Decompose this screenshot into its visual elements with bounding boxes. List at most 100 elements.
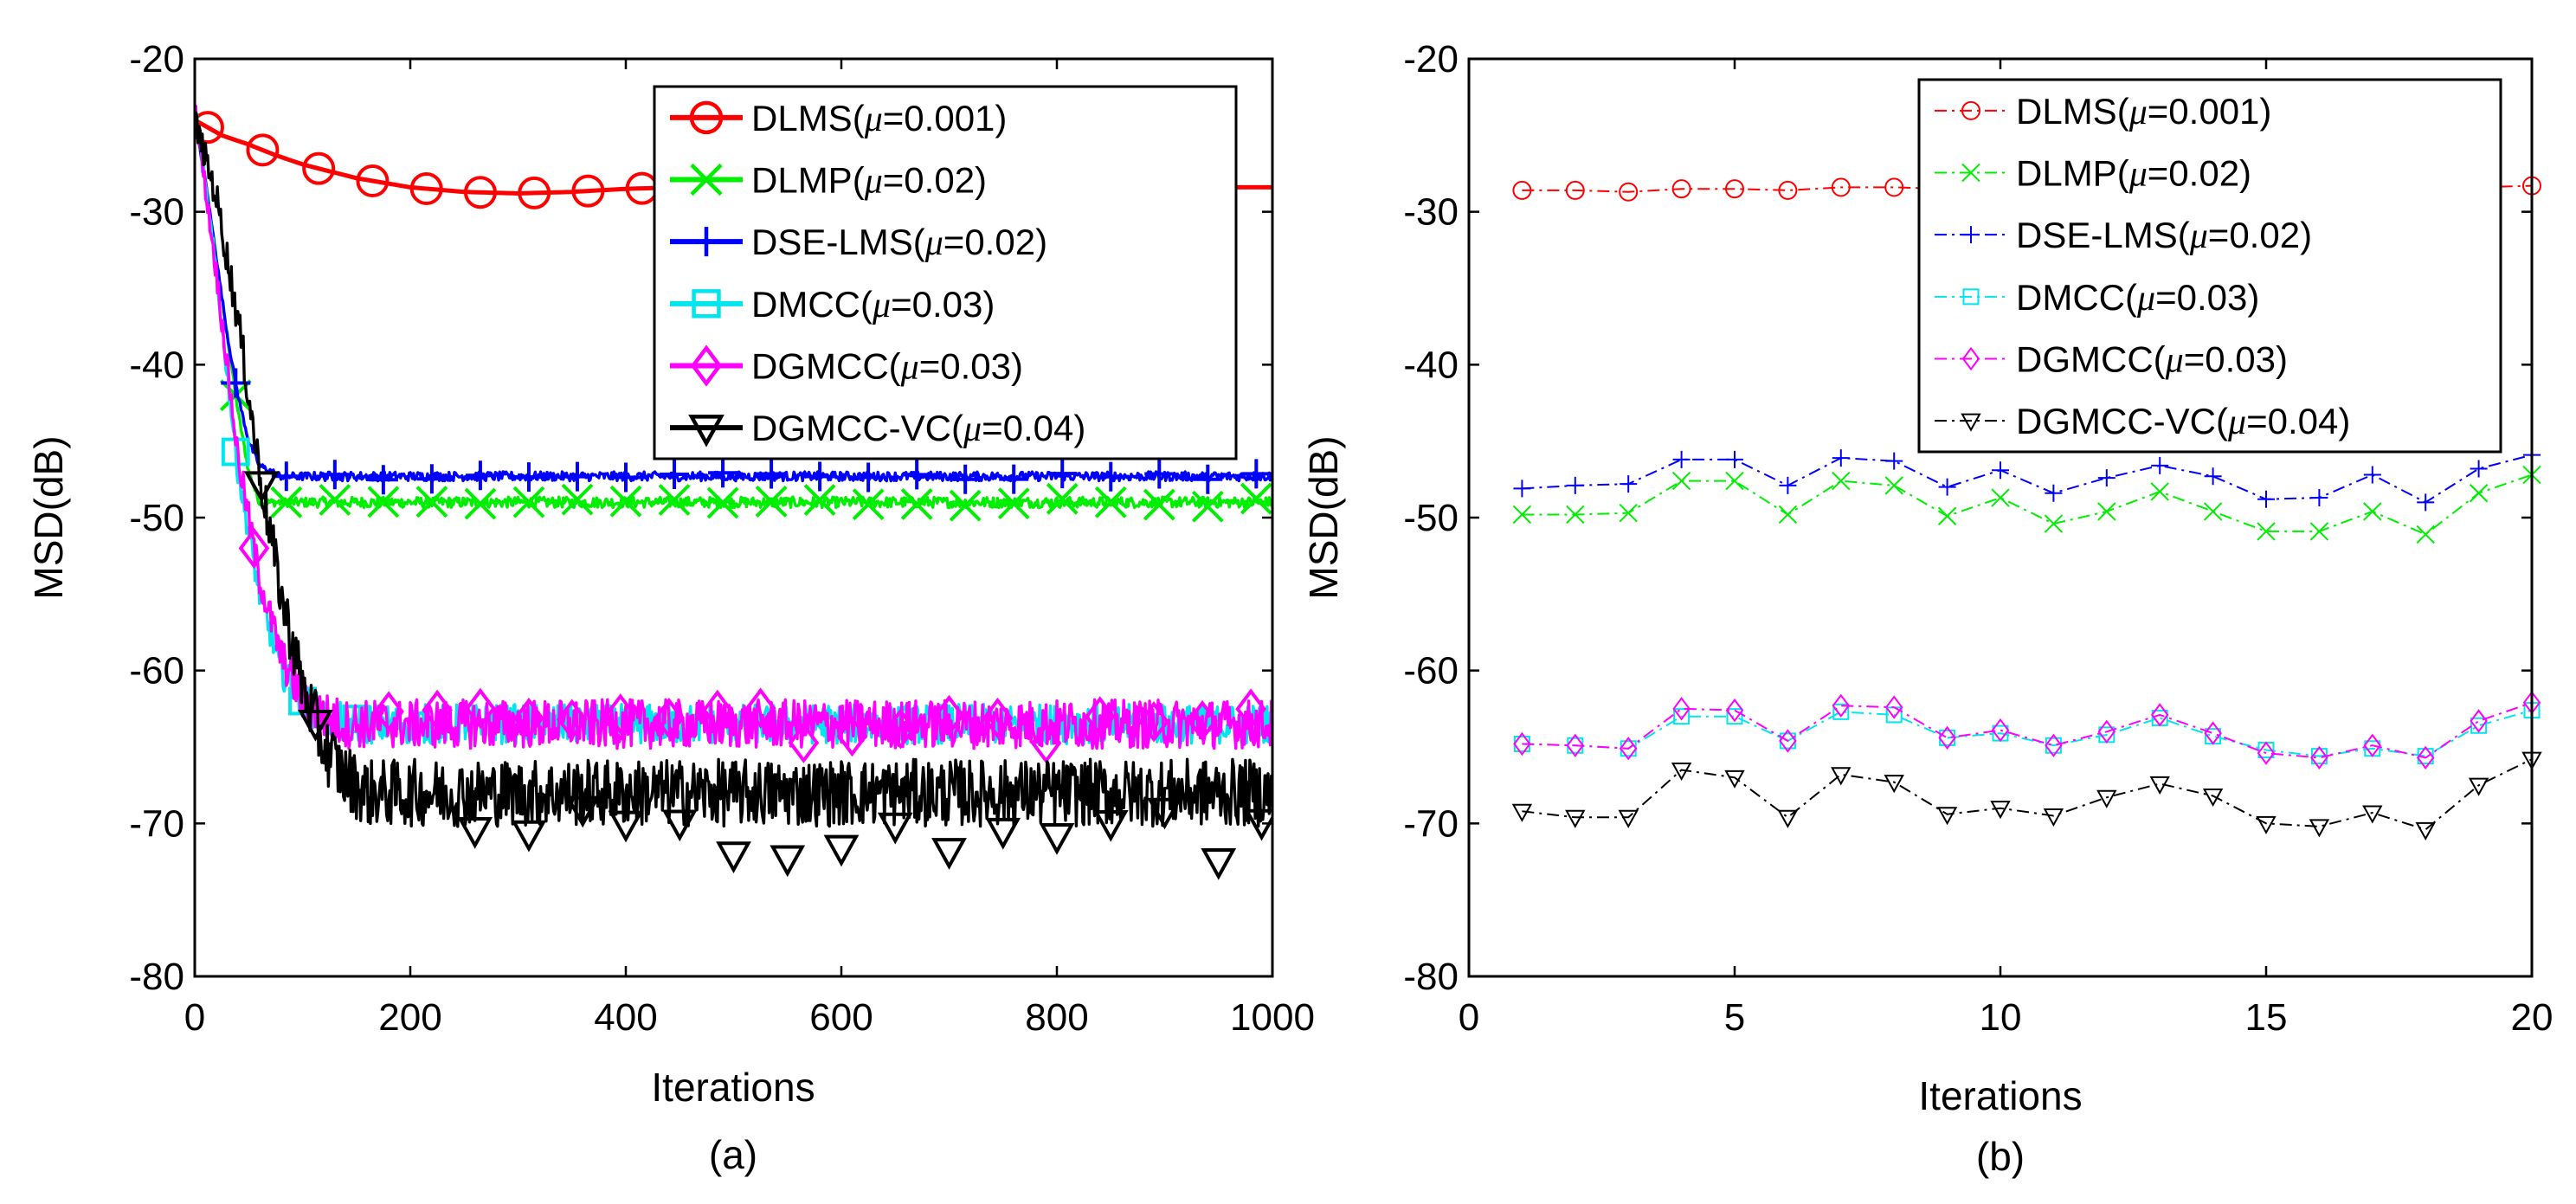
legend-marker-dse-lms [1962, 226, 1980, 244]
legend-label-mu: μ [2227, 402, 2246, 442]
series-b-marker-dse-lms [1566, 476, 1584, 494]
series-b-marker-dse-lms [1779, 476, 1797, 494]
legend-marker-dmcc [1962, 288, 1980, 306]
legend-label-mu: μ [864, 162, 883, 202]
legend-label-dgmcc-vc: DGMCC-VC(μ=0.04) [2016, 401, 2350, 442]
legend-label-mu: μ [900, 348, 919, 388]
series-a-marker-dgmcc-vc [661, 809, 698, 842]
series-a-marker-dlms [409, 171, 443, 205]
series-a-marker-dlmp [415, 486, 448, 518]
series-b-marker-dgmcc [2363, 733, 2382, 757]
series-b-marker-dgmcc [2416, 745, 2435, 770]
series-b-line-dmcc [1522, 709, 2533, 757]
series-a-marker-dgmcc [885, 708, 917, 750]
series-b-marker-dse-lms [2257, 490, 2275, 508]
series-b-marker-dse-lms [1726, 450, 1743, 468]
series-b-marker-dlmp [2203, 502, 2223, 521]
series-a-marker-dlmp [512, 486, 545, 518]
series-a-marker-dse-lms [611, 462, 641, 493]
series-a-marker-dgmcc-vc [716, 841, 751, 873]
series-a-marker-dlms [571, 174, 605, 208]
series-a-marker-dgmcc-vc [770, 845, 806, 878]
series-b-marker-dgmcc [1832, 693, 1851, 718]
legend-label-mu: μ [2189, 216, 2208, 256]
series-b-dlmp [1512, 465, 2541, 544]
series-a-line-dse-lms [195, 120, 1272, 483]
series-b-marker-dgmcc [2257, 741, 2276, 765]
series-a-marker-dgmcc-vc [877, 812, 913, 845]
series-b-marker-dlmp [2097, 502, 2116, 521]
legend-label-dse-lms: DSE-LMS(μ=0.02) [2016, 215, 2312, 256]
legend-label-mu: μ [2128, 155, 2148, 195]
series-b-marker-dmcc [1673, 708, 1690, 725]
panel-a-y-tick-label: -20 [129, 38, 184, 80]
series-b-marker-dse-lms [1938, 478, 1956, 496]
series-a-marker-dlms [195, 111, 224, 145]
panel-b-y-axis-label: MSD(dB) [1301, 435, 1346, 599]
legend-label-value: =0.02) [943, 222, 1047, 262]
series-b-line-dlmp [1522, 473, 2533, 536]
series-a-marker-dgmcc [982, 697, 1014, 739]
panel-a-x-tick-label: 0 [184, 996, 205, 1039]
legend-marker-dgmcc-vc [1961, 413, 1981, 432]
panel-a-x-tick-label: 400 [594, 996, 657, 1039]
legend-label-dlmp: DLMP(μ=0.02) [2016, 153, 2251, 195]
series-a-marker-dse-lms [416, 464, 447, 494]
series-b-marker-dlmp [1512, 505, 1532, 525]
series-b-marker-dlms [1619, 182, 1639, 202]
series-a-marker-dse-lms [368, 465, 398, 495]
panel-a-x-tick-label: 600 [809, 996, 873, 1039]
series-b-marker-dgmcc-vc [2043, 808, 2064, 827]
panel-a-series [195, 105, 1272, 880]
panel-a-x-axis-label: Iterations [651, 1065, 815, 1110]
series-b-marker-dlmp [1725, 471, 1744, 491]
series-a-marker-dgmcc [513, 697, 544, 739]
series-b-marker-dlmp [2363, 502, 2382, 521]
series-b-marker-dgmcc-vc [1990, 801, 2011, 820]
legend-label-value: =0.03) [2184, 339, 2288, 380]
series-a-marker-dgmcc [465, 687, 496, 730]
series-a-marker-dlmp [803, 484, 836, 517]
series-b-marker-dgmcc-vc [1831, 767, 1852, 786]
legend-label-mu: μ [2165, 341, 2184, 381]
series-a-marker-dgmcc-vc [1147, 797, 1182, 830]
series-b-marker-dgmcc [1619, 737, 1638, 761]
series-b-marker-dse-lms [2204, 467, 2222, 486]
legend-label-name: DSE-LMS( [2016, 215, 2190, 255]
legend-marker-dlmp [690, 163, 723, 196]
series-a-marker-dgmcc-vc [931, 838, 967, 870]
series-a-marker-dgmcc-vc [511, 820, 547, 853]
series-a-marker-dse-lms [708, 458, 738, 488]
series-a-marker-dgmcc [373, 691, 404, 732]
series-b-line-dse-lms [1522, 454, 2533, 504]
series-a-marker-dlmp [1143, 488, 1175, 521]
legend-label-value: =0.02) [883, 160, 987, 201]
series-a-marker-dgmcc [744, 687, 776, 729]
series-b-marker-dgmcc-vc [2309, 819, 2330, 838]
series-a-marker-dse-lms [1241, 459, 1272, 489]
panel-b-y-tick-label: -70 [1403, 802, 1459, 845]
series-b-marker-dlmp [2469, 484, 2489, 503]
panel-b-y-tick-label: -20 [1403, 38, 1459, 80]
series-a-marker-dlmp [852, 488, 885, 521]
panel-a-y-tick-label: -70 [129, 802, 184, 845]
series-a-marker-dgmcc-vc [243, 471, 280, 504]
series-a-marker-dse-lms [271, 461, 301, 492]
series-b-marker-dlms [1884, 177, 1904, 197]
panel-b-caption: (b) [1976, 1134, 2025, 1179]
series-b-marker-dse-lms [1513, 480, 1531, 498]
series-a-marker-dlmp [997, 487, 1030, 520]
series-a-marker-dlmp [706, 486, 739, 519]
legend-label-name: DLMS( [751, 98, 865, 138]
series-b-marker-dlmp [2416, 525, 2435, 544]
series-b-marker-dgmcc [1672, 697, 1690, 721]
series-a-marker-dgmcc [238, 527, 270, 570]
series-a-marker-dgmcc [836, 715, 868, 757]
panel-b-ticks: 0 5 10 15 20 -20 -30 -40 -50 -60 -70 -80 [1403, 38, 2553, 1039]
legend-label-mu: μ [924, 223, 943, 263]
series-b-marker-dlms [1565, 180, 1585, 200]
series-b-marker-dse-lms [2097, 469, 2116, 487]
legend-marker-dmcc [692, 289, 721, 319]
series-b-marker-dse-lms [1832, 449, 1850, 467]
panel-a-ticks: 0 200 400 600 800 1000 -20 -30 -40 -50 -60 -70 -80 [129, 38, 1315, 1039]
